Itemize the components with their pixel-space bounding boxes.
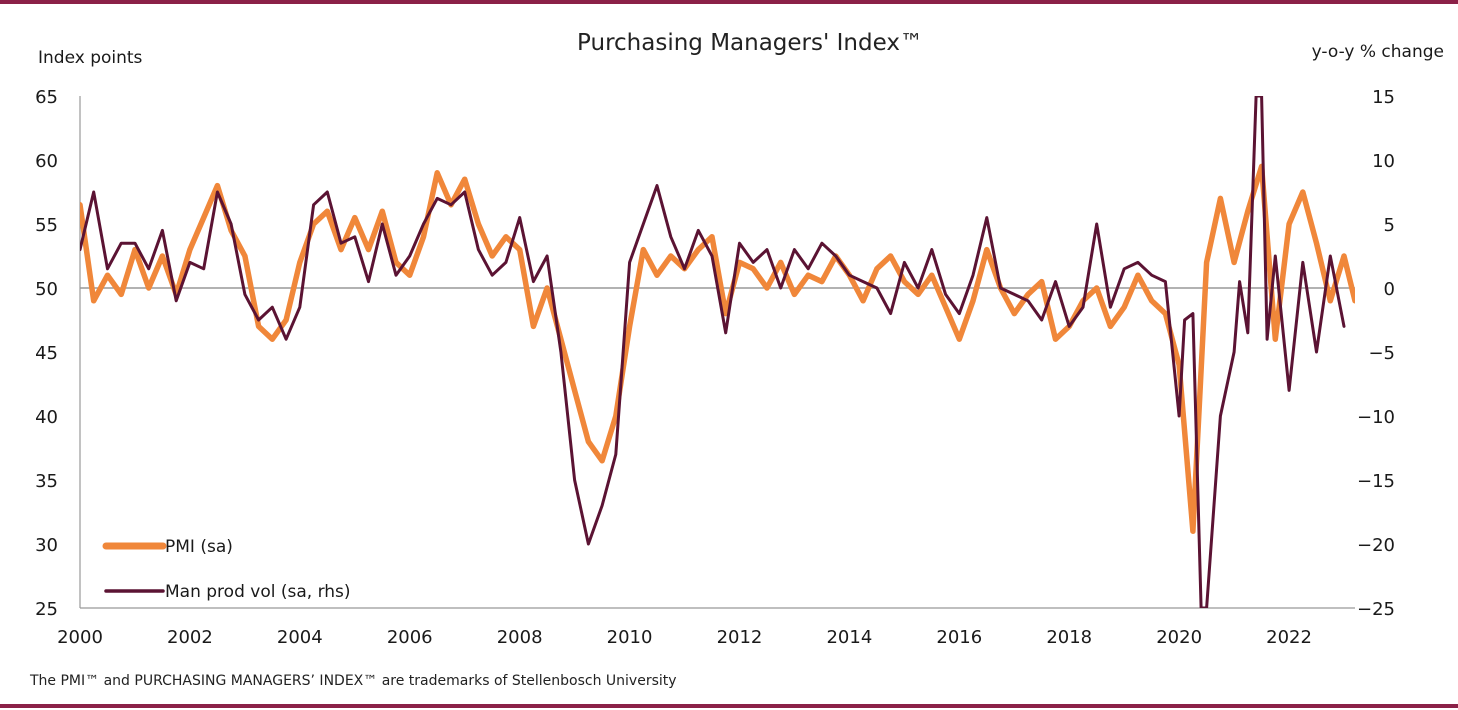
axes-layer: 656055504540353025151050−5−10−15−20−2520… (35, 87, 1395, 648)
x-tick-label: 2022 (1266, 627, 1312, 648)
x-tick-label: 2018 (1046, 627, 1092, 648)
y-tick-left-label: 50 (35, 279, 58, 300)
x-tick-label: 2010 (607, 627, 653, 648)
y-tick-left-label: 60 (35, 151, 58, 172)
y-tick-right-label: −25 (1357, 599, 1395, 620)
legend-pmi-label: PMI (sa) (165, 537, 233, 557)
x-tick-label: 2016 (936, 627, 982, 648)
y-tick-left-label: 55 (35, 215, 58, 236)
y-tick-left-label: 25 (35, 599, 58, 620)
y-tick-right-label: 15 (1372, 87, 1395, 108)
y-tick-right-label: 0 (1384, 279, 1395, 300)
y-tick-right-label: −15 (1357, 471, 1395, 492)
y-axis-left-label: Index points (38, 48, 143, 68)
y-tick-left-label: 40 (35, 407, 58, 428)
y-tick-left-label: 35 (35, 471, 58, 492)
top-rule (0, 0, 1458, 4)
x-tick-label: 2008 (497, 627, 543, 648)
y-tick-right-label: −20 (1357, 535, 1395, 556)
y-axis-right-label: y-o-y % change (1311, 42, 1444, 62)
legend: PMI (sa) Man prod vol (sa, rhs) (102, 537, 351, 602)
legend-man-prod-label: Man prod vol (sa, rhs) (165, 582, 351, 602)
y-tick-right-label: 10 (1372, 151, 1395, 172)
y-tick-left-label: 30 (35, 535, 58, 556)
bottom-rule (0, 704, 1458, 708)
x-tick-label: 2004 (277, 627, 323, 648)
pmi-line (80, 163, 1355, 534)
series-layer (80, 96, 1355, 608)
y-tick-left-label: 65 (35, 87, 58, 108)
x-tick-label: 2006 (387, 627, 433, 648)
chart-canvas: 656055504540353025151050−5−10−15−20−2520… (35, 87, 1395, 648)
y-tick-right-label: −10 (1357, 407, 1395, 428)
x-tick-label: 2000 (57, 627, 103, 648)
y-tick-right-label: −5 (1368, 343, 1395, 364)
footnote: The PMI™ and PURCHASING MANAGERS’ INDEX™… (30, 673, 677, 689)
x-tick-label: 2002 (167, 627, 213, 648)
chart-title: Purchasing Managers' Index™ (577, 30, 923, 56)
man-prod-line (80, 96, 1346, 608)
x-tick-label: 2012 (717, 627, 763, 648)
y-tick-left-label: 45 (35, 343, 58, 364)
y-tick-right-label: 5 (1384, 215, 1395, 236)
x-tick-label: 2020 (1156, 627, 1202, 648)
x-tick-label: 2014 (826, 627, 872, 648)
